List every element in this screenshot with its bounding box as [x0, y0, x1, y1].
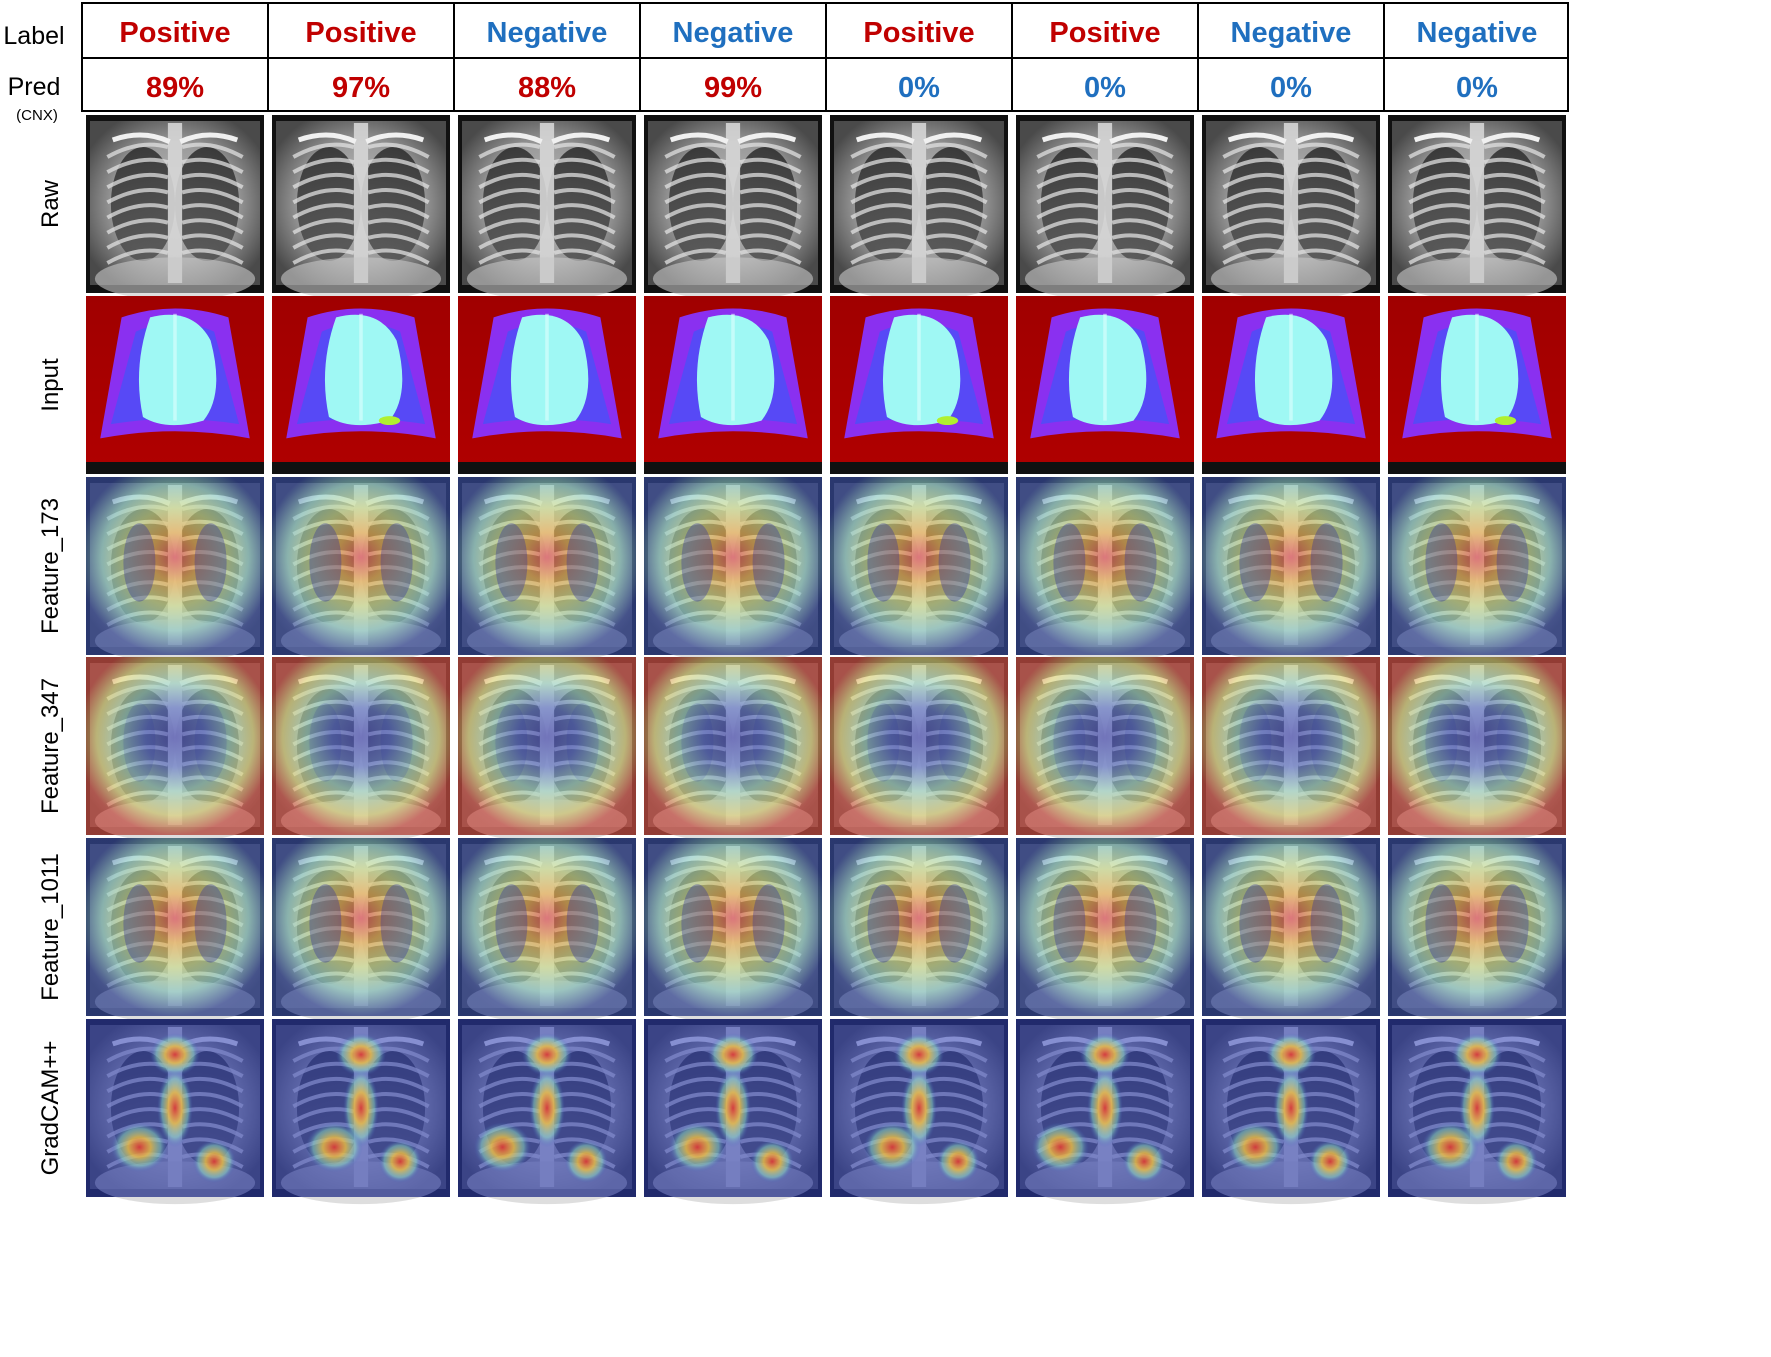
column-pred: 97%: [332, 72, 390, 104]
image-tile: [1388, 296, 1566, 474]
image-tile: [830, 657, 1008, 843]
row-feature-1011: Feature_1011: [37, 838, 1566, 1024]
image-tile: [86, 838, 264, 1024]
row-input: Input: [37, 296, 1566, 474]
image-tile: [458, 838, 636, 1024]
column-pred: 89%: [146, 72, 204, 104]
row-label: Feature_1011: [37, 853, 64, 1001]
image-tile: [644, 838, 822, 1024]
image-tile: [1202, 838, 1380, 1024]
image-tile: [644, 296, 822, 474]
row-label: GradCAM++: [37, 1041, 64, 1176]
image-tile: [830, 477, 1008, 663]
column-label: Negative: [1231, 17, 1352, 49]
image-tile: [1016, 296, 1194, 474]
row-label: Raw: [37, 179, 64, 228]
image-tile: [1016, 657, 1194, 843]
row-label: Feature_347: [37, 678, 64, 814]
image-tile: [1388, 1019, 1566, 1205]
column-label: Negative: [1417, 17, 1538, 49]
image-tile: [644, 657, 822, 843]
image-tile: [458, 296, 636, 474]
image-tile: [830, 296, 1008, 474]
pred-row-title: Pred: [8, 73, 61, 101]
image-tile: [458, 1019, 636, 1205]
image-tile: [272, 477, 450, 663]
column-pred: 0%: [1270, 72, 1312, 104]
row-label: Input: [37, 358, 64, 412]
column-label: Positive: [305, 17, 416, 49]
column-pred: 0%: [1456, 72, 1498, 104]
image-tile: [272, 838, 450, 1024]
image-tile: [86, 477, 264, 663]
image-tile: [458, 115, 636, 301]
image-tile: [830, 1019, 1008, 1205]
image-tile: [1202, 477, 1380, 663]
row-raw: Raw: [37, 115, 1566, 301]
pred-row-subtitle: (CNX): [16, 107, 58, 124]
image-tile: [1388, 115, 1566, 301]
column-label: Positive: [1049, 17, 1160, 49]
column-label: Negative: [487, 17, 608, 49]
row-gradcam-: GradCAM++: [37, 1019, 1566, 1205]
image-tile: [1016, 838, 1194, 1024]
image-tile: [86, 296, 264, 474]
image-tile: [644, 1019, 822, 1205]
column-label: Positive: [863, 17, 974, 49]
image-tile: [1202, 1019, 1380, 1205]
image-tile: [458, 477, 636, 663]
column-pred: 0%: [898, 72, 940, 104]
row-feature-173: Feature_173: [37, 477, 1566, 663]
row-feature-347: Feature_347: [37, 657, 1566, 843]
image-tile: [86, 1019, 264, 1205]
image-tile: [1016, 1019, 1194, 1205]
column-label: Positive: [119, 17, 230, 49]
image-tile: [1202, 296, 1380, 474]
image-tile: [86, 115, 264, 301]
label-row-title: Label: [3, 22, 64, 50]
row-label: Feature_173: [37, 498, 64, 634]
image-tile: [272, 115, 450, 301]
image-tile: [644, 115, 822, 301]
image-tile: [272, 296, 450, 474]
image-tile: [1202, 115, 1380, 301]
image-tile: [86, 657, 264, 843]
column-pred: 0%: [1084, 72, 1126, 104]
image-tile: [644, 477, 822, 663]
column-pred: 99%: [704, 72, 762, 104]
image-tile: [1016, 477, 1194, 663]
image-tile: [272, 657, 450, 843]
image-tile: [1016, 115, 1194, 301]
image-tile: [272, 1019, 450, 1205]
image-tile: [1388, 477, 1566, 663]
image-tile: [1388, 838, 1566, 1024]
column-label: Negative: [673, 17, 794, 49]
image-tile: [458, 657, 636, 843]
image-tile: [1202, 657, 1380, 843]
image-tile: [1388, 657, 1566, 843]
column-pred: 88%: [518, 72, 576, 104]
image-tile: [830, 115, 1008, 301]
image-tile: [830, 838, 1008, 1024]
